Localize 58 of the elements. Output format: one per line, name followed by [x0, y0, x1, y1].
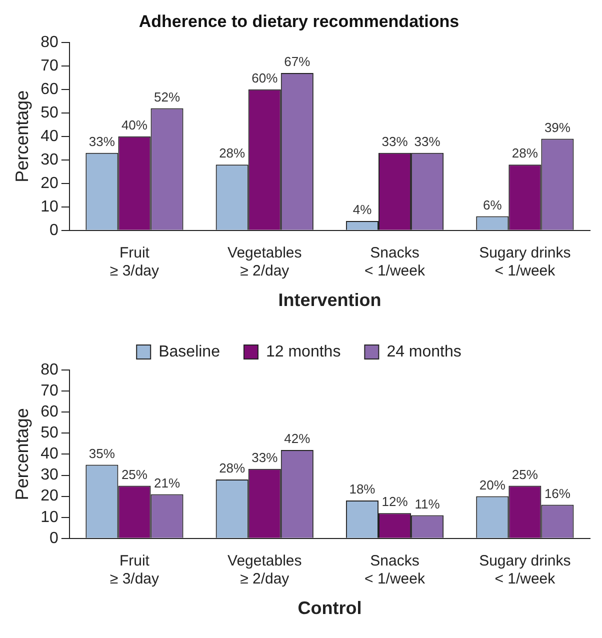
- data-label: 28%: [512, 146, 538, 161]
- data-label: 4%: [352, 202, 372, 218]
- y-tick-label: 80: [40, 361, 58, 378]
- data-label: 6%: [482, 197, 502, 212]
- data-label: 42%: [284, 431, 311, 446]
- data-label: 35%: [88, 446, 116, 461]
- data-label: 16%: [544, 486, 571, 501]
- y-tick-label: 70: [40, 57, 58, 74]
- y-tick-label: 10: [40, 508, 58, 526]
- data-label: 25%: [121, 466, 148, 482]
- y-tick-label: 20: [40, 174, 58, 192]
- data-label: 21%: [154, 475, 180, 490]
- x-tick-label: Vegetables ≥ 2/day: [228, 244, 302, 280]
- y-tick-label: 10: [40, 198, 58, 216]
- data-label: 60%: [252, 70, 278, 86]
- chart-title: Adherence to dietary recommendations: [138, 12, 460, 31]
- x-axis-title: Intervention: [278, 290, 382, 310]
- data-label: 28%: [219, 460, 246, 476]
- y-tick-label: 60: [40, 80, 58, 98]
- y-tick-label: 50: [40, 104, 58, 122]
- data-label: 33%: [382, 134, 408, 149]
- x-tick-label: Sugary drinks < 1/week: [479, 552, 571, 588]
- data-label: 40%: [121, 117, 148, 132]
- data-label: 33%: [88, 134, 116, 149]
- y-tick-label: 30: [40, 466, 58, 484]
- y-tick-label: 60: [40, 404, 58, 421]
- data-label: 33%: [252, 450, 278, 466]
- data-label: 39%: [544, 120, 571, 135]
- y-tick-label: 50: [40, 424, 58, 442]
- y-tick-label: 0: [49, 222, 58, 239]
- data-label: 52%: [154, 89, 180, 104]
- data-label: 11%: [414, 496, 440, 512]
- data-label: 28%: [219, 146, 246, 161]
- x-axis-title: Control: [298, 598, 362, 618]
- data-label: 25%: [512, 466, 538, 482]
- data-label: 67%: [284, 54, 311, 70]
- y-tick-label: 80: [40, 34, 58, 51]
- data-label: 20%: [479, 477, 506, 492]
- y-tick-label: 20: [40, 488, 58, 505]
- y-tick-label: 40: [40, 446, 58, 463]
- y-axis-title: Percentage: [12, 90, 32, 182]
- x-tick-label: Snacks < 1/week: [364, 244, 426, 280]
- x-tick-label: Fruit ≥ 3/day: [110, 244, 160, 280]
- legend-label: 12 months: [266, 343, 341, 360]
- x-tick-label: Vegetables ≥ 2/day: [228, 552, 302, 588]
- data-label: 33%: [414, 134, 441, 149]
- y-axis-title: Percentage: [12, 408, 32, 500]
- legend-label: Baseline: [158, 343, 220, 360]
- y-tick-label: 40: [40, 128, 58, 145]
- y-tick-label: 70: [40, 382, 58, 400]
- x-tick-label: Sugary drinks < 1/week: [479, 244, 571, 280]
- y-tick-label: 0: [49, 530, 58, 547]
- legend-label: 24 months: [386, 343, 462, 360]
- x-tick-label: Fruit ≥ 3/day: [110, 552, 160, 588]
- x-tick-label: Snacks < 1/week: [364, 552, 426, 588]
- y-tick-label: 30: [40, 151, 58, 168]
- data-label: 18%: [349, 482, 376, 497]
- data-label: 12%: [382, 494, 408, 510]
